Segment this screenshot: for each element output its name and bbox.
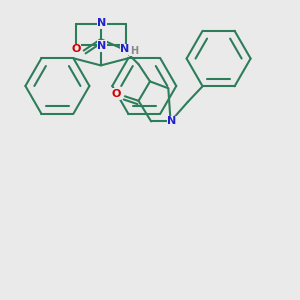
Text: N: N [98,41,106,51]
Text: N: N [120,44,130,54]
Text: O: O [71,44,80,54]
Text: H: H [130,46,138,56]
Text: O: O [111,89,120,99]
Text: N: N [98,18,106,28]
Text: N: N [167,116,176,126]
